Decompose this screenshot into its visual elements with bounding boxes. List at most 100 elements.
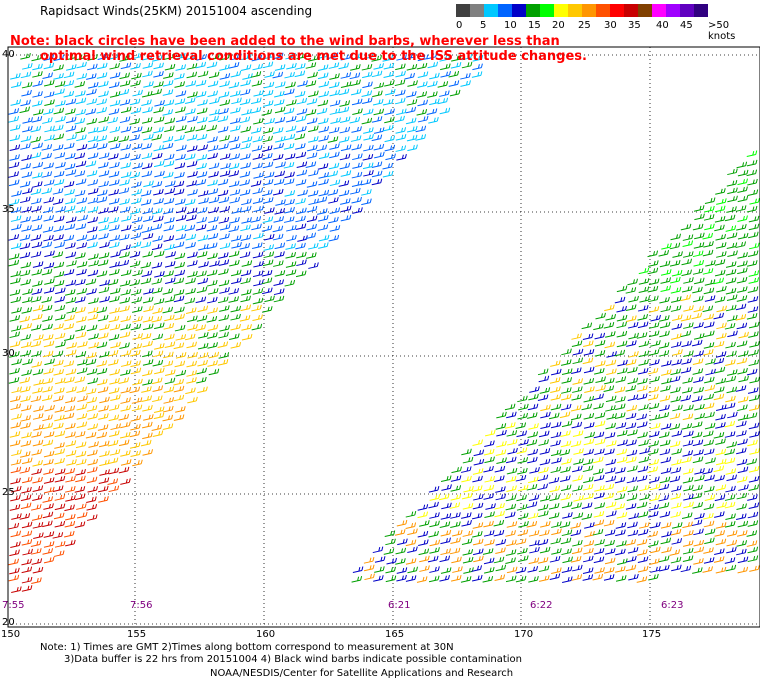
wind-barb [462,456,474,464]
wind-barb [75,351,87,358]
wind-barb [746,412,758,420]
wind-barb [163,99,175,107]
wind-barb [64,289,76,296]
wind-barb [252,135,264,143]
wind-barb [88,253,99,260]
wind-barb [119,342,130,349]
wind-barb [273,288,285,296]
wind-barb [405,117,417,125]
wind-barb [66,459,77,466]
wind-barb [650,314,661,322]
wind-barb [714,215,726,223]
wind-barb [162,136,174,143]
legend-swatch [652,4,666,17]
wind-barb [691,421,703,429]
wind-barb [239,98,251,106]
wind-barb [196,376,207,384]
wind-barb [461,492,473,500]
wind-barb [154,100,165,107]
wind-barb [352,53,363,60]
wind-barb [196,270,207,278]
wind-barb [76,197,88,204]
wind-barb [41,268,53,276]
wind-barb [76,61,87,69]
wind-barb [617,367,628,375]
wind-barb [196,154,208,161]
wind-barb [416,62,428,70]
wind-barb [109,91,121,98]
wind-barb [296,169,308,177]
wind-barb [76,403,88,411]
wind-barb [726,369,738,376]
wind-barb [441,484,452,491]
wind-barb [44,486,55,494]
wind-barb [749,242,760,250]
wind-barb [32,63,43,71]
wind-barb [240,153,251,160]
wind-barb [317,224,329,231]
wind-barb [338,62,350,70]
wind-barb [87,486,99,493]
wind-barb [704,474,715,482]
wind-barb [638,340,650,348]
wind-barb [65,297,77,304]
wind-barb [10,215,22,222]
wind-barb [162,414,174,422]
wind-barb [30,197,42,205]
wind-barb [571,547,583,555]
wind-barb [737,195,749,203]
wind-barb [228,170,240,177]
wind-barb [724,457,736,465]
wind-barb [306,98,318,105]
wind-barb [20,494,32,502]
wind-barb [87,241,98,249]
wind-barb [239,116,251,124]
wind-barb [21,89,32,97]
wind-barb [129,442,141,449]
legend-swatch [582,4,596,17]
wind-barb [606,413,617,420]
map-frame [7,46,760,628]
wind-barb [109,72,121,79]
wind-barb [65,349,77,357]
wind-barb [142,369,153,377]
wind-barb [308,198,319,206]
wind-barb [21,431,32,439]
wind-barb [694,512,705,520]
wind-barb [748,331,759,338]
wind-barb [108,485,120,493]
wind-barb [363,52,374,60]
wind-barb [164,125,175,133]
wind-barb [528,423,539,430]
wind-barb [727,250,738,258]
wind-barb [638,267,650,275]
wind-barb [118,88,130,96]
wind-barb [295,115,307,123]
wind-barb [185,53,196,61]
wind-barb [748,321,760,329]
wind-barb [142,359,154,366]
wind-barb [748,502,760,510]
wind-barb [142,296,154,304]
wind-barb [746,368,758,376]
wind-barb [637,378,648,385]
wind-barb [272,225,284,233]
legend-swatch [694,4,708,17]
wind-barb [87,413,99,420]
wind-barb [625,412,637,420]
wind-barb [120,386,132,394]
wind-barb [748,223,760,231]
footer-note-1: Note: 1) Times are GMT 2)Times along bot… [40,642,454,653]
wind-barb [735,303,747,311]
wind-barb [363,169,374,177]
wind-barb [560,393,572,401]
wind-barb [670,467,682,474]
wind-barb [471,512,483,520]
wind-barb [86,496,97,503]
wind-barb [517,512,529,520]
wind-barb [252,288,264,295]
lon-label: 175 [642,629,662,640]
wind-barb [439,521,451,528]
wind-barb [119,55,130,62]
wind-barb [704,537,715,545]
